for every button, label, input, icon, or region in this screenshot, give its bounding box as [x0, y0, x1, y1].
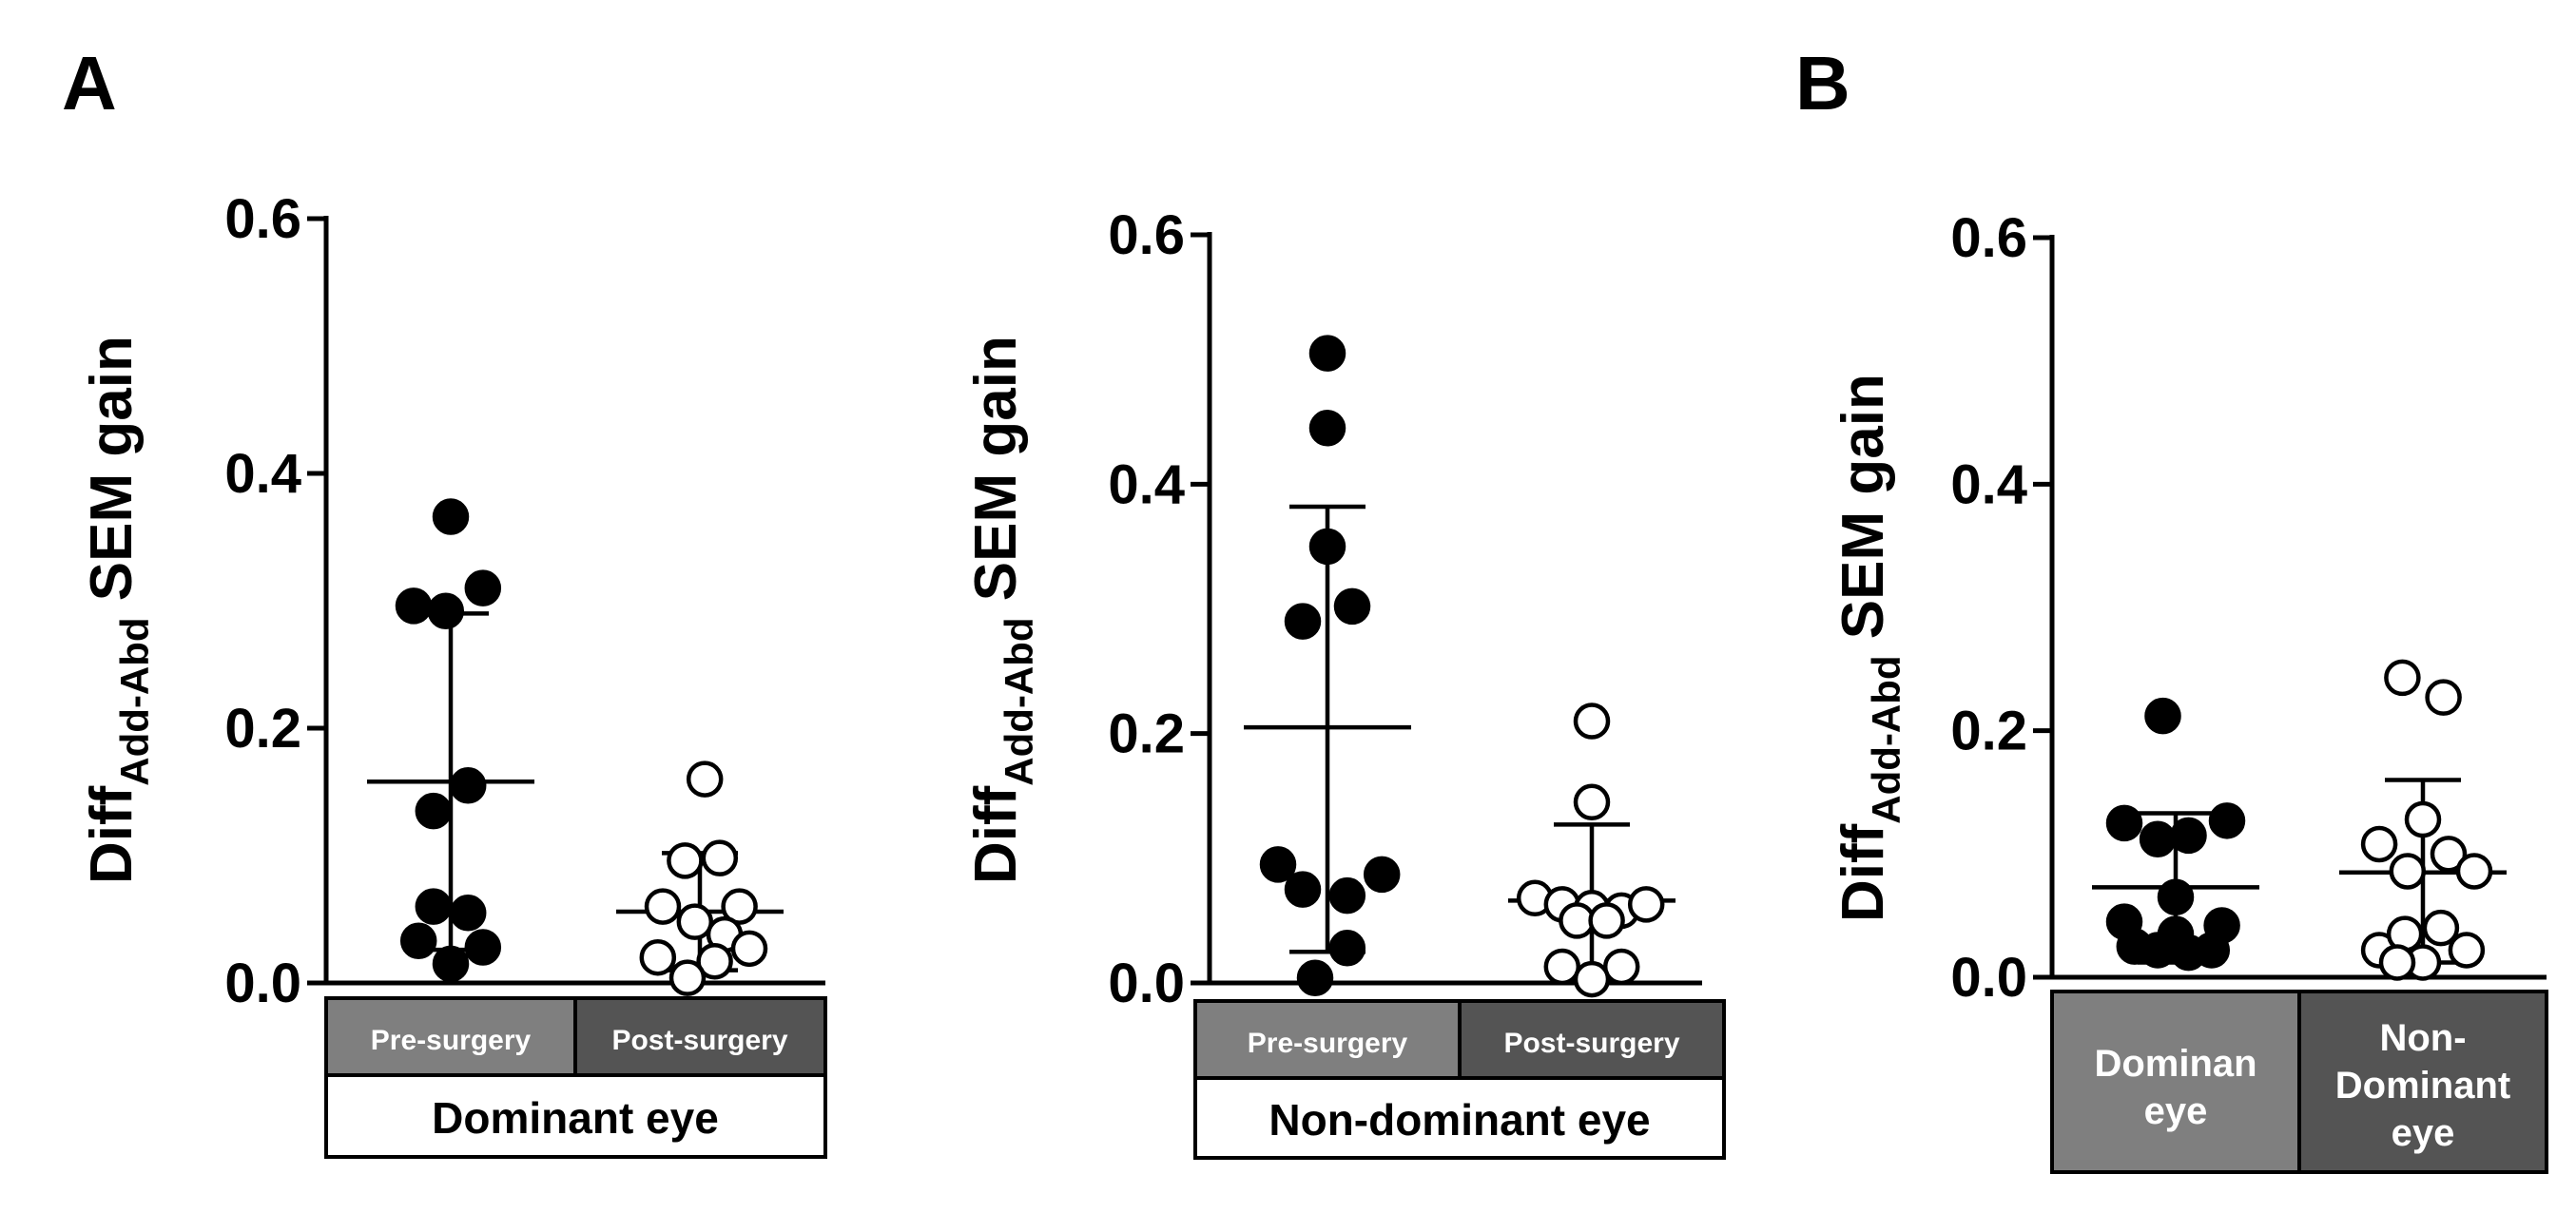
data-point-filled [1284, 871, 1322, 908]
y-tick-label: 0.2 [224, 698, 301, 760]
data-point-open [667, 842, 704, 879]
data-point-open [2389, 853, 2427, 890]
data-point-filled [1284, 603, 1322, 640]
category-box-dominant-eye [2050, 990, 2301, 1174]
category-label-line: eye [2392, 1112, 2455, 1154]
data-point-open [2425, 679, 2462, 716]
data-point-filled [1328, 930, 1366, 967]
data-point-open [730, 930, 768, 968]
data-point-open [721, 888, 758, 925]
data-point-open [2448, 932, 2486, 969]
data-point-filled [2208, 802, 2246, 839]
condition-box [1193, 1076, 1726, 1160]
data-point-open [1588, 902, 1625, 939]
data-point-open [2384, 659, 2421, 697]
category-label-line: Dominant [2335, 1065, 2510, 1107]
data-point-open [1573, 703, 1611, 740]
y-tick-label: 0.4 [1108, 453, 1185, 515]
condition-label: Non-dominant eye [1269, 1095, 1650, 1145]
chart-panel-b: DiffAdd-Abd SEM gain Dominan eye Non- Do… [1830, 207, 2548, 1174]
data-point-filled [2144, 697, 2181, 735]
category-label-pre-surgery: Pre-surgery [1248, 1028, 1408, 1059]
condition-label: Dominant eye [432, 1093, 719, 1143]
data-point-filled [2105, 804, 2143, 842]
category-label-post-surgery: Post-surgery [1503, 1028, 1679, 1059]
data-point-filled [1308, 335, 1346, 372]
data-point-filled [399, 922, 437, 960]
data-point-filled [449, 767, 487, 804]
data-point-filled [1328, 876, 1366, 915]
data-point-open [1573, 960, 1611, 998]
data-point-filled [1296, 959, 1334, 997]
category-label-line: Non- [2379, 1017, 2466, 1059]
data-point-filled [415, 792, 453, 830]
category-box-pre-surgery [1193, 999, 1462, 1080]
data-point-open [2404, 800, 2442, 838]
data-point-open [1573, 783, 1611, 821]
data-point-filled [1308, 528, 1346, 566]
y-axis-label: DiffAdd-Abd SEM gain [79, 336, 157, 884]
panel-label-a: A [62, 41, 117, 125]
data-point-filled [2170, 817, 2207, 855]
data-point-open [696, 942, 733, 980]
data-point-filled [449, 895, 487, 932]
y-axis-label: DiffAdd-Abd SEM gain [1830, 374, 1908, 922]
data-point-open [2360, 825, 2398, 863]
category-box-post-surgery [573, 996, 827, 1077]
data-point-filled [415, 888, 453, 925]
data-point-open [2422, 909, 2460, 947]
data-point-open [1559, 902, 1596, 939]
data-point-open [1602, 948, 1640, 986]
y-tick-label: 0.6 [1950, 207, 2027, 269]
data-point-open [701, 839, 739, 876]
data-point-open [2430, 836, 2468, 873]
category-label-pre-surgery: Pre-surgery [371, 1025, 532, 1056]
panel-label-b: B [1795, 41, 1850, 125]
data-point-filled [464, 929, 502, 966]
data-point-filled [2157, 915, 2195, 953]
chart-non-dominant-eye: DiffAdd-Abd SEM gain Pre-surgery Post-su… [963, 204, 1726, 1160]
data-point-filled [1308, 410, 1346, 447]
data-point-open [2455, 853, 2493, 890]
data-point-filled [432, 498, 470, 535]
y-tick-label: 0.2 [1108, 703, 1185, 765]
data-point-open [676, 903, 714, 940]
y-tick-label: 0.2 [1950, 701, 2027, 762]
y-tick-label: 0.0 [1950, 947, 2027, 1009]
y-tick-label: 0.4 [1950, 453, 2027, 515]
data-point-open [2378, 944, 2416, 981]
category-label-line: eye [2144, 1090, 2208, 1132]
y-tick-label: 0.6 [1108, 204, 1185, 266]
category-label-post-surgery: Post-surgery [611, 1025, 787, 1056]
y-tick-label: 0.0 [1108, 953, 1185, 1014]
data-point-open [668, 959, 707, 996]
data-point-open [1627, 886, 1665, 923]
data-point-filled [464, 569, 502, 606]
data-point-open [644, 888, 682, 925]
data-point-open [639, 938, 677, 976]
data-point-filled [2139, 820, 2177, 858]
y-tick-label: 0.4 [224, 443, 301, 505]
data-point-filled [1333, 587, 1371, 626]
y-axis-label: DiffAdd-Abd SEM gain [963, 336, 1041, 884]
data-point-open [1543, 948, 1581, 986]
category-label-line: Dominan [2094, 1043, 2256, 1085]
data-point-filled [2193, 932, 2231, 969]
data-point-open [686, 761, 724, 798]
data-point-filled [2157, 878, 2195, 915]
chart-dominant-eye: DiffAdd-Abd SEM gain Pre-surgery Post-su… [79, 188, 827, 1159]
y-tick-label: 0.6 [224, 188, 301, 250]
data-point-filled [1259, 846, 1297, 883]
data-point-filled [432, 945, 470, 983]
category-box-pre-surgery [324, 996, 577, 1077]
category-box-non-dominant-eye [2297, 990, 2548, 1174]
y-tick-label: 0.0 [224, 953, 301, 1014]
condition-box [324, 1073, 827, 1159]
data-point-filled [395, 587, 433, 625]
data-point-filled [427, 592, 465, 629]
data-point-filled [1363, 856, 1401, 894]
